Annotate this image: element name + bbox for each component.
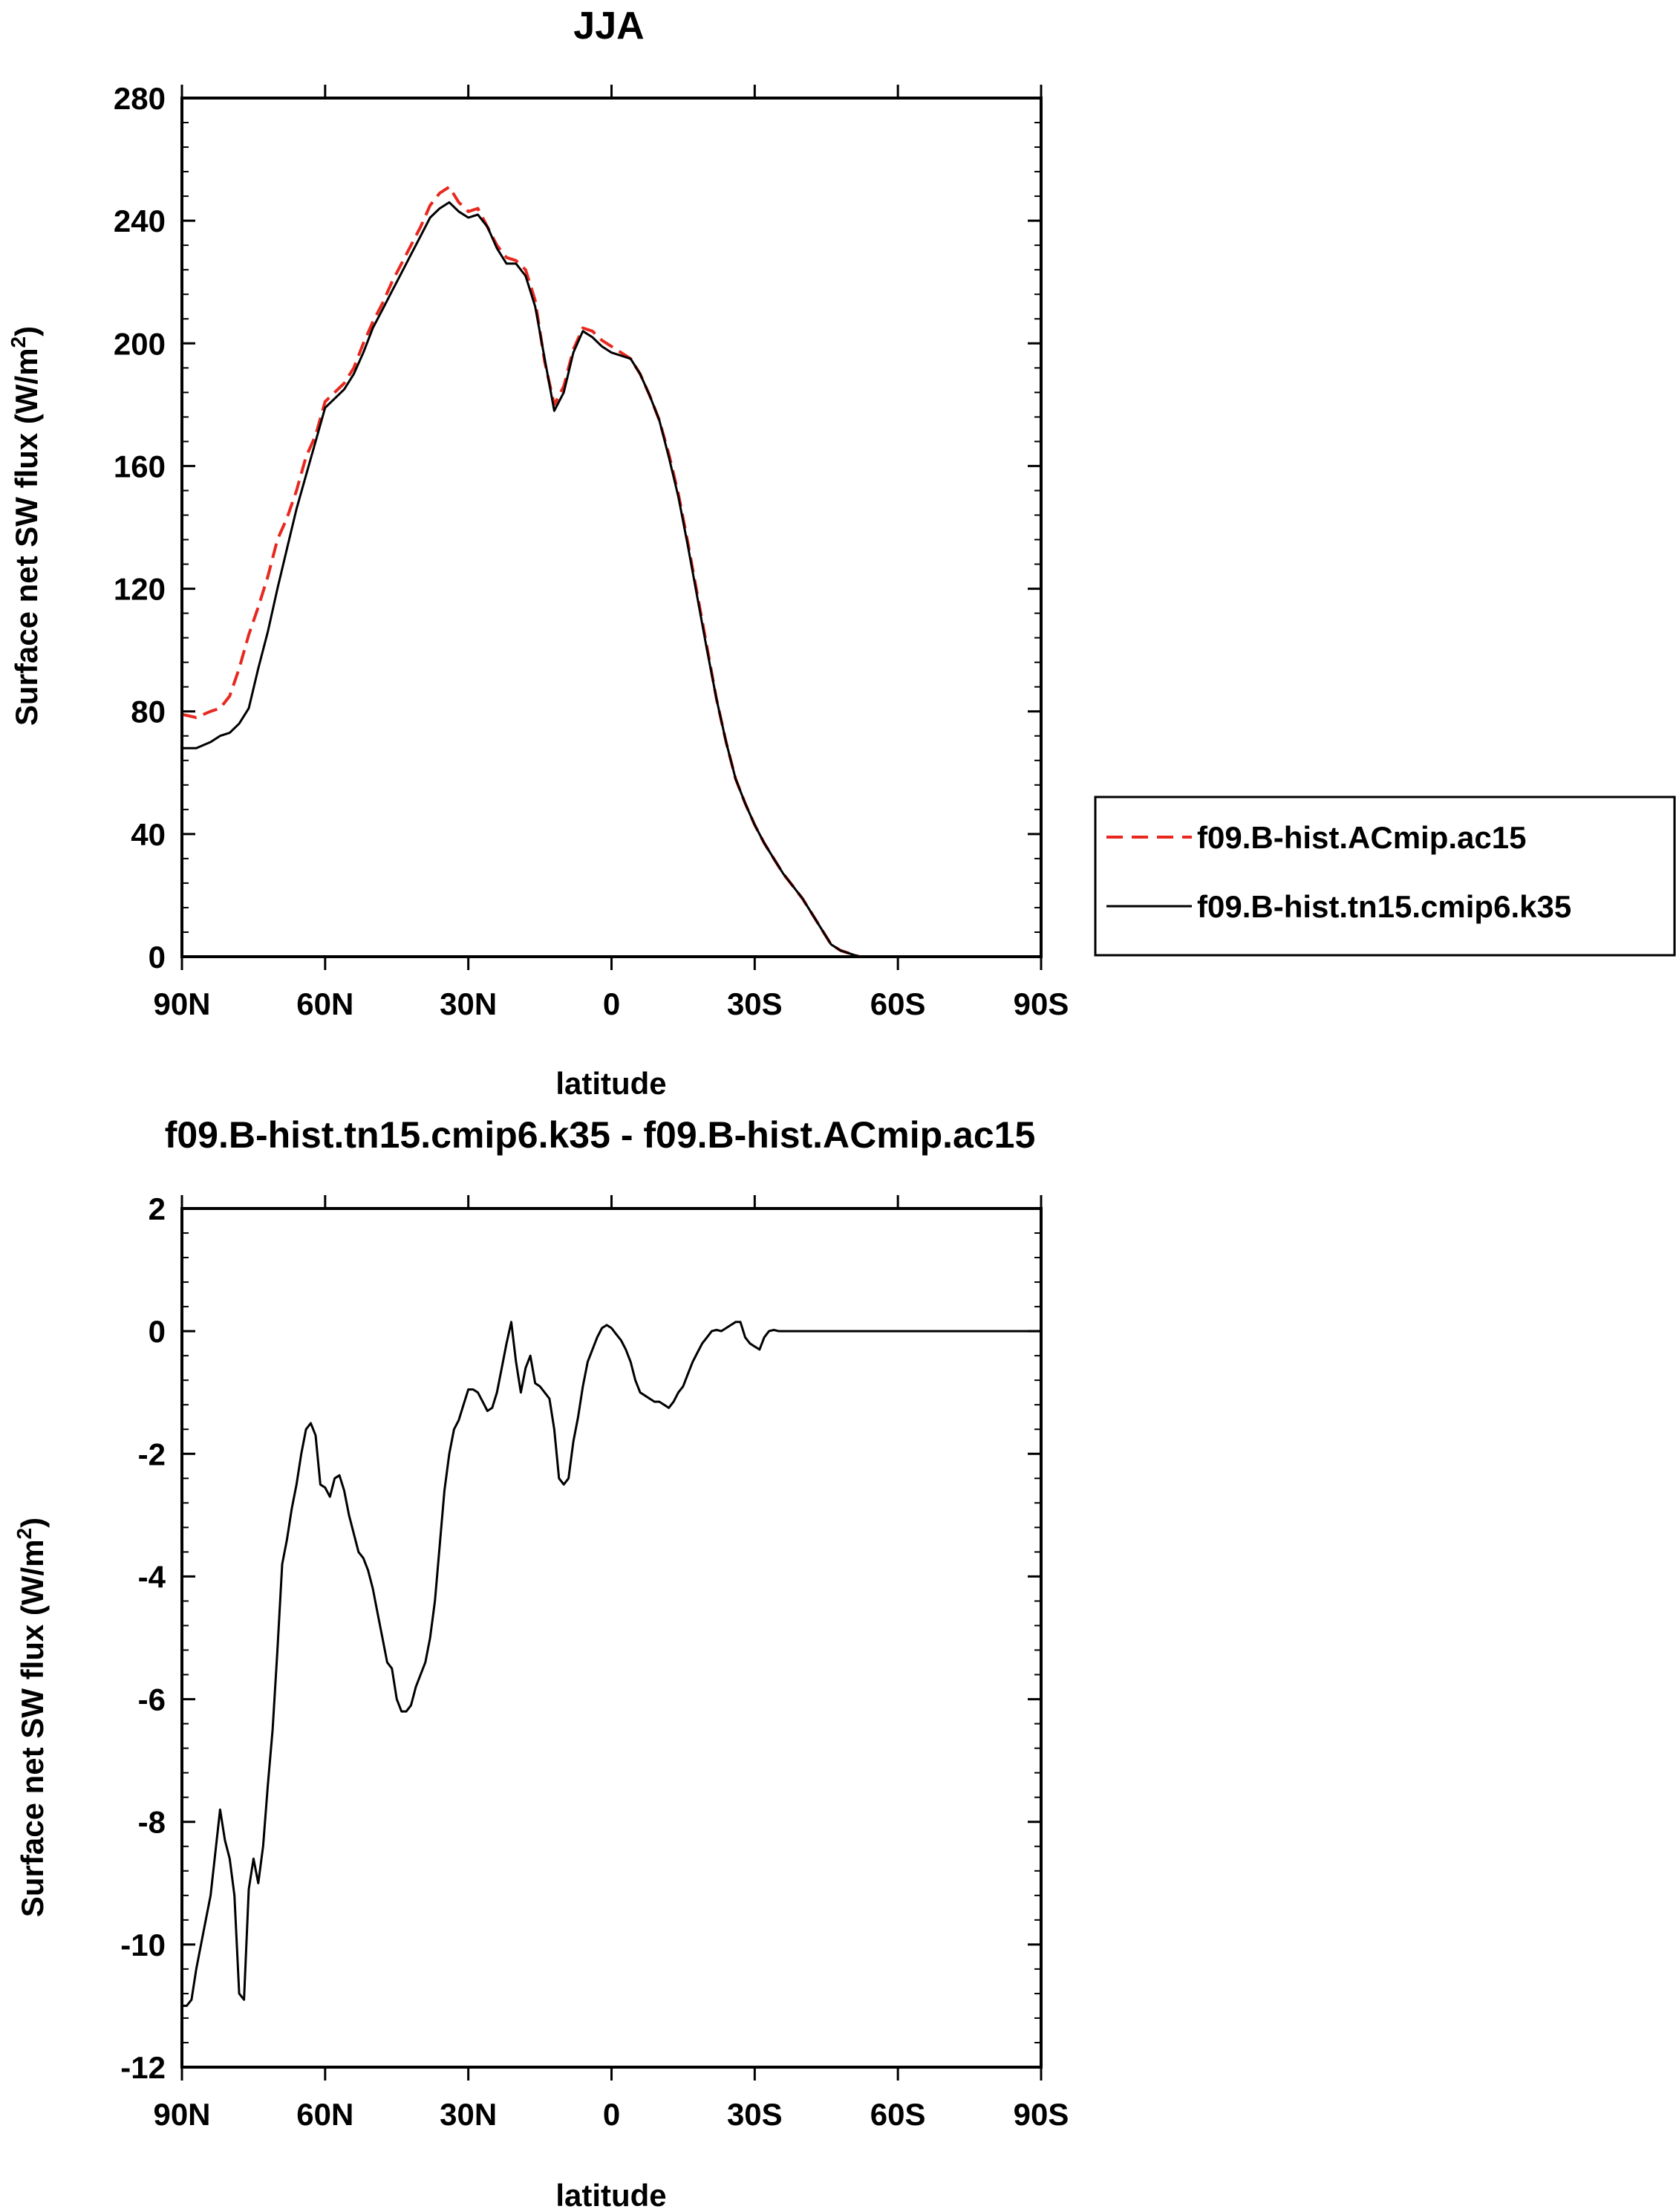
ytick-label: -6 xyxy=(138,1682,166,1717)
chart-title-top: JJA xyxy=(573,4,644,48)
ylabel-bottom-text: Surface net SW flux (W/m xyxy=(15,1539,50,1917)
ytick-label: -12 xyxy=(120,2050,166,2085)
chart-title-bottom: f09.B-hist.tn15.cmip6.k35 - f09.B-hist.A… xyxy=(165,1114,1036,1156)
ytick-label: 80 xyxy=(131,694,166,729)
xtick-label: 0 xyxy=(603,2097,620,2132)
series-bottom xyxy=(182,1321,1041,2007)
ytick-label: 0 xyxy=(149,940,166,975)
ylabel-top-sup: 2 xyxy=(7,336,30,348)
ytick-label: 160 xyxy=(114,449,166,484)
ytick-label: 0 xyxy=(149,1314,166,1349)
ytick-label: -2 xyxy=(138,1437,166,1471)
ytick-label: 200 xyxy=(114,326,166,361)
ticks-top: 0 40 80 120 160 200 240 280 90N 60N 30N 0 30S 60S 90S xyxy=(114,81,1069,1021)
ytick-label: 120 xyxy=(114,572,166,607)
xlabel-bottom: latitude xyxy=(555,2178,666,2212)
ylabel-bottom-close: ) xyxy=(15,1518,50,1528)
xtick-label: 60S xyxy=(870,986,926,1021)
xlabel-top: latitude xyxy=(555,1066,666,1101)
xtick-label: 90S xyxy=(1014,2097,1069,2132)
xtick-label: 90N xyxy=(153,2097,210,2132)
xtick-label: 0 xyxy=(603,986,620,1021)
xtick-label: 60N xyxy=(296,986,353,1021)
ytick-label: -8 xyxy=(138,1805,166,1840)
ytick-label: 280 xyxy=(114,81,166,116)
legend-box xyxy=(1094,796,1676,957)
ytick-label: 40 xyxy=(131,817,166,852)
xtick-label: 30N xyxy=(440,2097,497,2132)
series-line-top-0 xyxy=(181,185,1041,958)
ylabel-bottom: Surface net SW flux (W/m2) xyxy=(13,1518,50,1917)
xtick-label: 90N xyxy=(153,986,210,1021)
xtick-label: 90S xyxy=(1014,986,1069,1021)
xtick-label: 60N xyxy=(296,2097,353,2132)
legend: f09.B-hist.ACmip.ac15 f09.B-hist.tn15.cm… xyxy=(1094,796,1676,957)
series-line-bottom-0 xyxy=(182,1321,1041,2007)
plot-frame-bottom xyxy=(180,1207,1043,2069)
ytick-label: 240 xyxy=(114,204,166,238)
ylabel-top-text: Surface net SW flux (W/m xyxy=(9,348,44,726)
ylabel-top-close: ) xyxy=(9,326,44,336)
chart-bottom: f09.B-hist.tn15.cmip6.k35 - f09.B-hist.A… xyxy=(13,1114,1069,2212)
xtick-label: 30N xyxy=(440,986,497,1021)
ytick-label: 2 xyxy=(149,1191,166,1226)
ytick-label: -4 xyxy=(138,1559,166,1594)
xtick-label: 60S xyxy=(870,2097,926,2132)
ylabel-top: Surface net SW flux (W/m2) xyxy=(7,326,44,726)
xtick-label: 30S xyxy=(727,986,783,1021)
plot-frame-top xyxy=(180,97,1043,958)
ylabel-bottom-sup: 2 xyxy=(13,1528,36,1540)
xtick-label: 30S xyxy=(727,2097,783,2132)
ytick-label: -10 xyxy=(120,1928,166,1962)
chart-top: JJA Surface net SW flux (W/m2) 0 40 80 120 1… xyxy=(7,4,1676,1101)
legend-label-k35: f09.B-hist.tn15.cmip6.k35 xyxy=(1197,889,1571,924)
legend-label-ac15: f09.B-hist.ACmip.ac15 xyxy=(1197,820,1526,855)
